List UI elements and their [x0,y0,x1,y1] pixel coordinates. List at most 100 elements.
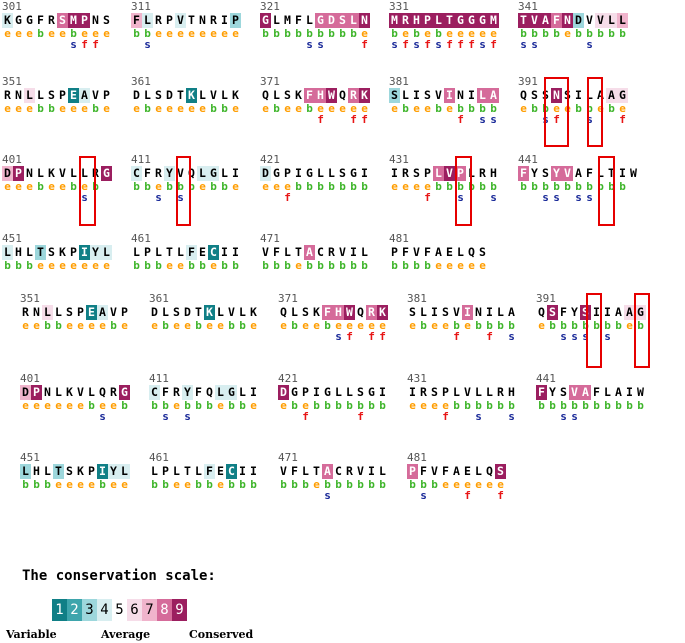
exposure-mark: e [424,27,431,40]
residue: C [131,166,142,181]
residue: P [455,166,466,181]
function-mark [562,39,573,50]
function-mark [68,114,79,125]
exposure-mark: e [210,27,217,40]
function-mark [149,331,160,342]
exposure-mark: e [413,180,420,193]
residue: D [149,305,160,320]
residue: D [326,13,337,28]
residue-number: 381 [389,75,409,88]
function-mark [337,39,348,50]
residue: G [455,13,466,28]
exposure-mark: e [177,102,184,115]
exposure-mark: e [166,102,173,115]
function-mark [171,411,182,422]
function-mark [101,114,112,125]
residue: L [451,385,462,400]
function-mark [219,271,230,282]
residue: A [580,385,591,400]
exposure-mark: b [453,319,460,332]
exposure-mark: b [413,27,420,40]
residue-number: 321 [260,0,280,13]
function-mark [293,192,304,203]
exposure-mark: b [188,259,195,272]
residue: F [271,245,282,260]
exposure-mark: b [210,180,217,193]
exposure-mark: e [188,102,195,115]
residue: G [226,385,237,400]
function-mark [13,271,24,282]
exposure-mark: b [531,102,538,115]
highlight-box [634,293,650,368]
scale-cell: 2 [67,599,82,621]
function-mark: f [453,330,460,343]
exposure-mark: e [110,399,117,412]
function-mark [219,192,230,203]
residue: Y [164,166,175,181]
residue: L [24,245,35,260]
residue: T [164,245,175,260]
function-mark [293,114,304,125]
residue: H [315,88,326,103]
residue: F [204,464,215,479]
function-mark [444,271,455,282]
exposure-mark: e [92,27,99,40]
residue: H [333,305,344,320]
residue: P [142,245,153,260]
exposure-mark: b [413,259,420,272]
residue: F [551,13,562,28]
function-row [149,490,259,501]
function-mark [164,39,175,50]
residue: V [57,166,68,181]
exposure-mark: e [328,102,335,115]
residue: P [422,166,433,181]
function-mark [300,490,311,501]
residue: V [175,13,186,28]
exposure-mark: e [442,478,449,491]
function-mark [293,39,304,50]
exposure-mark: e [232,180,239,193]
residue: L [24,88,35,103]
exposure-mark: b [508,319,515,332]
residue: I [411,88,422,103]
exposure-mark: b [206,399,213,412]
exposure-mark: b [593,399,600,412]
function-mark: f [368,330,375,343]
function-mark: s [155,191,162,204]
function-mark [204,490,215,501]
residue: S [529,88,540,103]
residue: S [171,305,182,320]
exposure-mark: b [284,259,291,272]
exposure-mark: b [232,259,239,272]
function-mark [422,114,433,125]
residue: F [131,13,142,28]
function-mark [451,490,462,501]
function-mark [411,192,422,203]
exposure-mark: b [486,319,493,332]
residue: C [226,464,237,479]
exposure-mark: b [26,259,33,272]
function-mark [226,331,237,342]
function-mark: f [350,113,357,126]
exposure-mark: e [81,27,88,40]
function-mark [175,271,186,282]
exposure-mark: e [409,399,416,412]
function-mark: s [81,191,88,204]
function-mark [400,192,411,203]
exposure-mark: e [15,180,22,193]
residue: P [230,13,241,28]
function-mark [24,114,35,125]
